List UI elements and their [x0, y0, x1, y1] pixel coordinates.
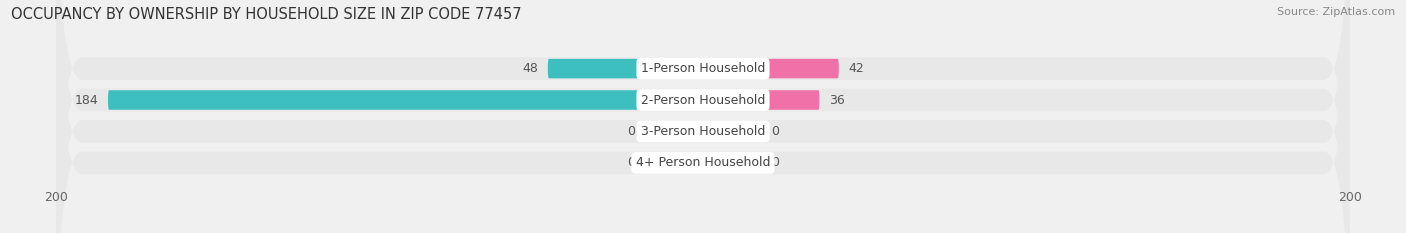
Text: 3-Person Household: 3-Person Household [641, 125, 765, 138]
FancyBboxPatch shape [56, 0, 1350, 233]
Text: Source: ZipAtlas.com: Source: ZipAtlas.com [1277, 7, 1395, 17]
Text: 0: 0 [627, 125, 636, 138]
FancyBboxPatch shape [56, 0, 1350, 233]
Text: 0: 0 [770, 125, 779, 138]
Text: 0: 0 [627, 156, 636, 169]
Text: 0: 0 [770, 156, 779, 169]
Text: 1-Person Household: 1-Person Household [641, 62, 765, 75]
Text: 42: 42 [849, 62, 865, 75]
FancyBboxPatch shape [703, 154, 761, 171]
Text: 184: 184 [75, 93, 98, 106]
FancyBboxPatch shape [703, 90, 820, 110]
FancyBboxPatch shape [56, 0, 1350, 233]
Text: 36: 36 [830, 93, 845, 106]
FancyBboxPatch shape [548, 59, 703, 78]
FancyBboxPatch shape [645, 154, 703, 171]
FancyBboxPatch shape [645, 123, 703, 140]
FancyBboxPatch shape [703, 59, 839, 78]
Text: OCCUPANCY BY OWNERSHIP BY HOUSEHOLD SIZE IN ZIP CODE 77457: OCCUPANCY BY OWNERSHIP BY HOUSEHOLD SIZE… [11, 7, 522, 22]
FancyBboxPatch shape [108, 90, 703, 110]
Text: 48: 48 [522, 62, 538, 75]
Text: 4+ Person Household: 4+ Person Household [636, 156, 770, 169]
Text: 2-Person Household: 2-Person Household [641, 93, 765, 106]
FancyBboxPatch shape [703, 123, 761, 140]
FancyBboxPatch shape [56, 0, 1350, 233]
